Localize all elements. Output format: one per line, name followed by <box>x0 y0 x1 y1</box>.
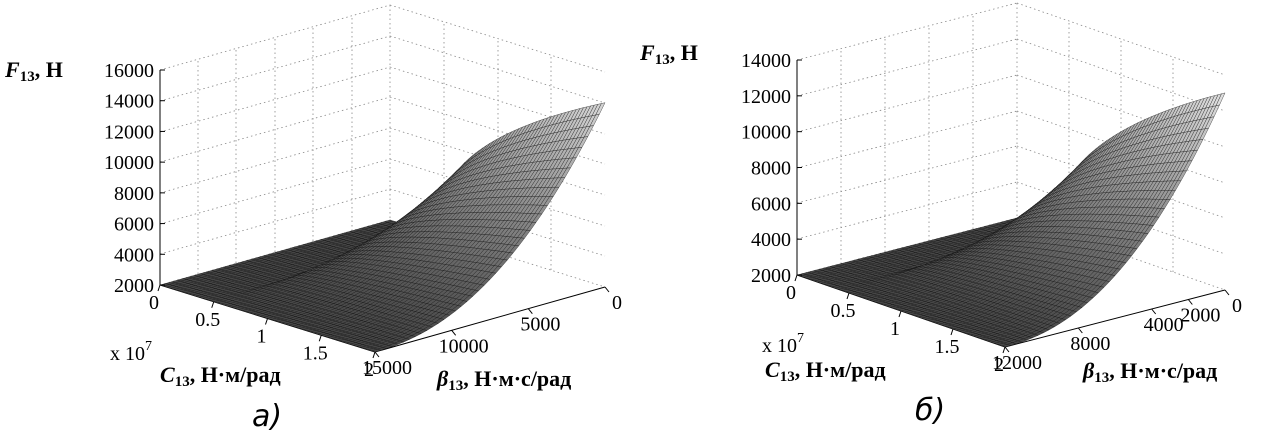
c-tick-mark <box>846 292 850 300</box>
chart-a-multiplier: x 107 <box>110 339 152 365</box>
beta-tick-label: 2000 <box>1180 305 1220 327</box>
c-tick-mark <box>211 301 215 308</box>
chart-a-z-label: F13, Н <box>4 57 63 85</box>
beta-tick-mark <box>1224 289 1230 296</box>
chart-b-z-label: F13, Н <box>639 40 698 68</box>
z-tick-label: 6000 <box>114 214 154 236</box>
chart-b-multiplier: x 107 <box>762 331 804 357</box>
beta-tick-label: 15000 <box>362 357 412 379</box>
chart-b-caption: б) <box>915 393 945 428</box>
c-tick-mark <box>318 335 322 342</box>
beta-tick-label: 0 <box>612 292 622 314</box>
z-tick-label: 4000 <box>751 229 791 251</box>
c-tick-label: 1 <box>257 326 267 348</box>
c-tick-label: 1.5 <box>303 342 328 364</box>
c-tick-label: 1 <box>890 318 900 340</box>
c-tick-label: 0 <box>786 282 796 304</box>
beta-tick-label: 12000 <box>992 352 1042 374</box>
z-tick-label: 12000 <box>104 121 154 143</box>
beta-tick-mark <box>604 286 610 293</box>
c-tick-label: 0.5 <box>195 309 220 331</box>
beta-tick-label: 4000 <box>1144 314 1184 336</box>
z-tick-label: 6000 <box>751 193 791 215</box>
chart-b-z-ticks: 2000 4000 6000 8000 10000 12000 14000 <box>741 50 802 287</box>
c-tick-mark <box>157 284 161 292</box>
beta-tick-label: 10000 <box>439 335 489 357</box>
c-tick-label: 0 <box>149 292 159 314</box>
z-tick-label: 14000 <box>104 91 154 113</box>
z-tick-label: 2000 <box>114 275 154 297</box>
c-tick-mark <box>950 328 954 336</box>
chart-b-beta-label: β13, Н·м·с/рад <box>1082 358 1217 386</box>
c-tick-mark <box>265 318 268 325</box>
beta-tick-label: 0 <box>1232 295 1242 317</box>
z-tick-label: 4000 <box>114 244 154 266</box>
c-tick-label: 1.5 <box>935 336 960 358</box>
z-tick-label: 8000 <box>114 183 154 205</box>
c-tick-mark <box>794 274 798 282</box>
z-tick-label: 10000 <box>104 152 154 174</box>
z-tick-label: 16000 <box>104 60 154 82</box>
c-tick-mark <box>898 310 902 318</box>
chart-a-c-label: C13, Н·м/рад <box>160 362 281 390</box>
c-tick-label: 0.5 <box>831 300 856 322</box>
chart-a-beta-label: β13, Н·м·с/рад <box>436 366 571 394</box>
z-tick-label: 10000 <box>741 122 791 144</box>
z-tick-label: 2000 <box>751 265 791 287</box>
z-tick-label: 12000 <box>741 86 791 108</box>
beta-tick-label: 8000 <box>1070 333 1110 355</box>
chart-a-caption: а) <box>252 399 282 434</box>
z-tick-label: 14000 <box>741 50 791 72</box>
chart-b-c-label: C13, Н·м/рад <box>765 357 886 385</box>
chart-a-surface <box>159 102 606 353</box>
chart-a-z-ticks: 2000 4000 6000 8000 10000 12000 14000 16000 <box>104 60 165 297</box>
chart-b-surface <box>796 92 1226 348</box>
chart-a: 2000 4000 6000 8000 10000 12000 14000 16000 0 0.… <box>4 4 622 434</box>
beta-tick-label: 5000 <box>520 314 560 336</box>
z-tick-label: 8000 <box>751 158 791 180</box>
